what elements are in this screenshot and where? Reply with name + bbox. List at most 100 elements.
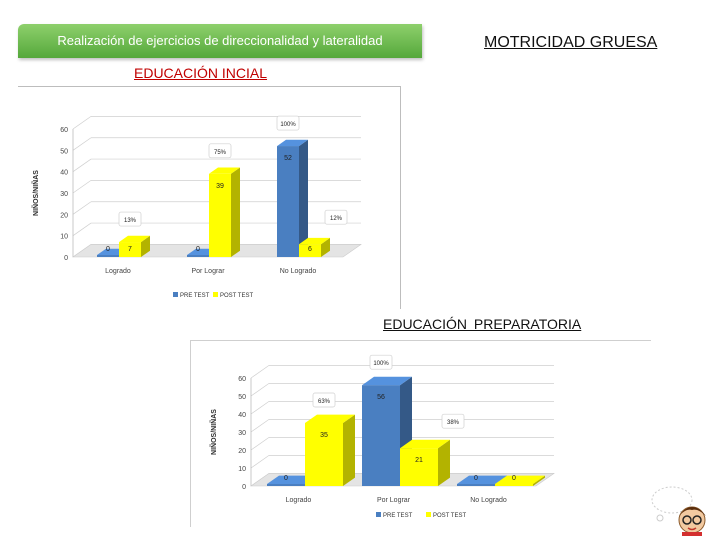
annotation-label: 63%: [318, 399, 331, 405]
y-tick-label: 30: [60, 191, 68, 198]
legend-swatch-post: [213, 292, 218, 297]
bar-post: [305, 423, 343, 486]
gridline-side: [72, 158, 92, 172]
annotation-label: 13%: [124, 218, 137, 224]
bar-side: [438, 439, 450, 486]
annotation-box: [369, 354, 393, 370]
data-label: 7: [128, 246, 132, 253]
chart-inicial-svg: 0 10 20 30 40 50 60 NIÑOS/NIÑAS 0 7 Logrado 0 39 Por …: [31, 115, 362, 299]
annotation-label: 100%: [280, 122, 296, 128]
bar-top: [299, 237, 330, 245]
annotation-box: [208, 143, 232, 159]
y-tick-label: 50: [60, 148, 68, 155]
page-title: MOTRICIDAD GRUESA: [484, 34, 658, 51]
bar-post: [299, 244, 321, 257]
x-tick-label: No Logrado: [280, 268, 317, 275]
bar-side: [533, 475, 545, 486]
legend-label: POST TEST: [433, 513, 466, 519]
bar-pre: [187, 255, 209, 257]
bar-post: [400, 448, 438, 486]
bar-side: [299, 139, 308, 257]
bar-pre: [97, 255, 119, 257]
x-tick-label: Por Lograr: [377, 497, 411, 504]
activity-banner: Realización de ejercicios de direccional…: [18, 24, 422, 58]
data-label: 6: [308, 246, 312, 253]
y-tick-label: 40: [238, 412, 246, 419]
y-tick-label: 30: [238, 430, 246, 437]
gridline-side: [72, 180, 92, 194]
chart-inicial: 0 10 20 30 40 50 60 NIÑOS/NIÑAS 0 7 Logrado 0 39 Por …: [18, 86, 401, 309]
bar-top: [305, 414, 355, 423]
x-tick-label: Logrado: [286, 497, 312, 504]
bar-pre: [457, 484, 495, 486]
legend-label: POST TEST: [220, 293, 253, 299]
annotation-label: 12%: [330, 216, 343, 222]
bar-side: [343, 414, 355, 486]
legend-swatch-pre: [376, 512, 381, 517]
bar-side: [141, 235, 150, 257]
annotation-box: [312, 392, 336, 408]
gridline-side: [250, 365, 270, 379]
bar-post: [119, 242, 141, 257]
y-axis-label: NIÑOS/NIÑAS: [31, 170, 40, 216]
bar-top: [267, 475, 317, 484]
annotation-box: [118, 211, 142, 227]
section-title-inicial: EDUCACIÓN INCIAL: [134, 65, 268, 81]
x-tick-label: No Logrado: [470, 497, 507, 504]
y-tick-label: 10: [60, 234, 68, 241]
mascot-illustration: [646, 480, 716, 536]
annotation-box: [276, 115, 300, 131]
bar-top: [362, 376, 412, 386]
bar-top: [457, 475, 507, 484]
y-tick-label: 50: [238, 394, 246, 401]
thinking-child-icon: [651, 486, 706, 536]
gridline-side: [72, 222, 92, 236]
annotation-label: 100%: [373, 361, 389, 367]
chart-preparatoria: 0 10 20 30 40 50 60 NIÑOS/NIÑAS 0 35 Logrado 56 21 Po…: [190, 340, 651, 527]
y-tick-label: 20: [60, 212, 68, 219]
bar-post: [209, 173, 231, 257]
bar-top: [277, 139, 308, 147]
data-label: 0: [106, 246, 110, 253]
gridline-side: [250, 455, 270, 469]
y-tick-label: 40: [60, 170, 68, 177]
gridline-side: [250, 401, 270, 415]
data-label: 52: [284, 155, 292, 162]
data-label: 39: [216, 183, 224, 190]
y-tick-label: 20: [238, 448, 246, 455]
data-label: 0: [196, 246, 200, 253]
y-tick-label: 0: [242, 484, 246, 491]
annotation-label: 38%: [447, 420, 460, 426]
bar-top: [209, 167, 240, 174]
y-tick-label: 60: [238, 376, 246, 383]
data-label: 35: [320, 432, 328, 439]
annotation-label: 75%: [214, 150, 227, 156]
data-label: 0: [284, 475, 288, 482]
data-label: 0: [474, 475, 478, 482]
legend-label: PRE TEST: [180, 293, 210, 299]
data-label: 21: [415, 457, 423, 464]
gridline-side: [250, 383, 270, 397]
bar-post: [495, 484, 533, 486]
y-tick-label: 0: [64, 255, 68, 262]
bar-top: [119, 235, 150, 243]
gridline-side: [72, 137, 92, 151]
chart-preparatoria-svg: 0 10 20 30 40 50 60 NIÑOS/NIÑAS 0 35 Logrado 56 21 Po…: [209, 354, 555, 519]
bar-side: [231, 167, 240, 257]
gridline-side: [72, 201, 92, 215]
bar-pre: [267, 484, 305, 486]
bar-top: [495, 475, 545, 484]
bar-top: [400, 439, 450, 449]
bar-side: [321, 237, 330, 257]
x-tick-label: Por Lograr: [191, 268, 225, 275]
annotation-box: [324, 209, 348, 225]
y-axis-label: NIÑOS/NIÑAS: [209, 409, 218, 455]
x-tick-label: Logrado: [105, 268, 131, 275]
legend-swatch-post: [426, 512, 431, 517]
gridline-side: [250, 419, 270, 433]
gridline-side: [250, 437, 270, 451]
data-label: 56: [377, 394, 385, 401]
legend-label: PRE TEST: [383, 513, 413, 519]
y-tick-label: 10: [238, 466, 246, 473]
bar-pre: [362, 385, 400, 486]
